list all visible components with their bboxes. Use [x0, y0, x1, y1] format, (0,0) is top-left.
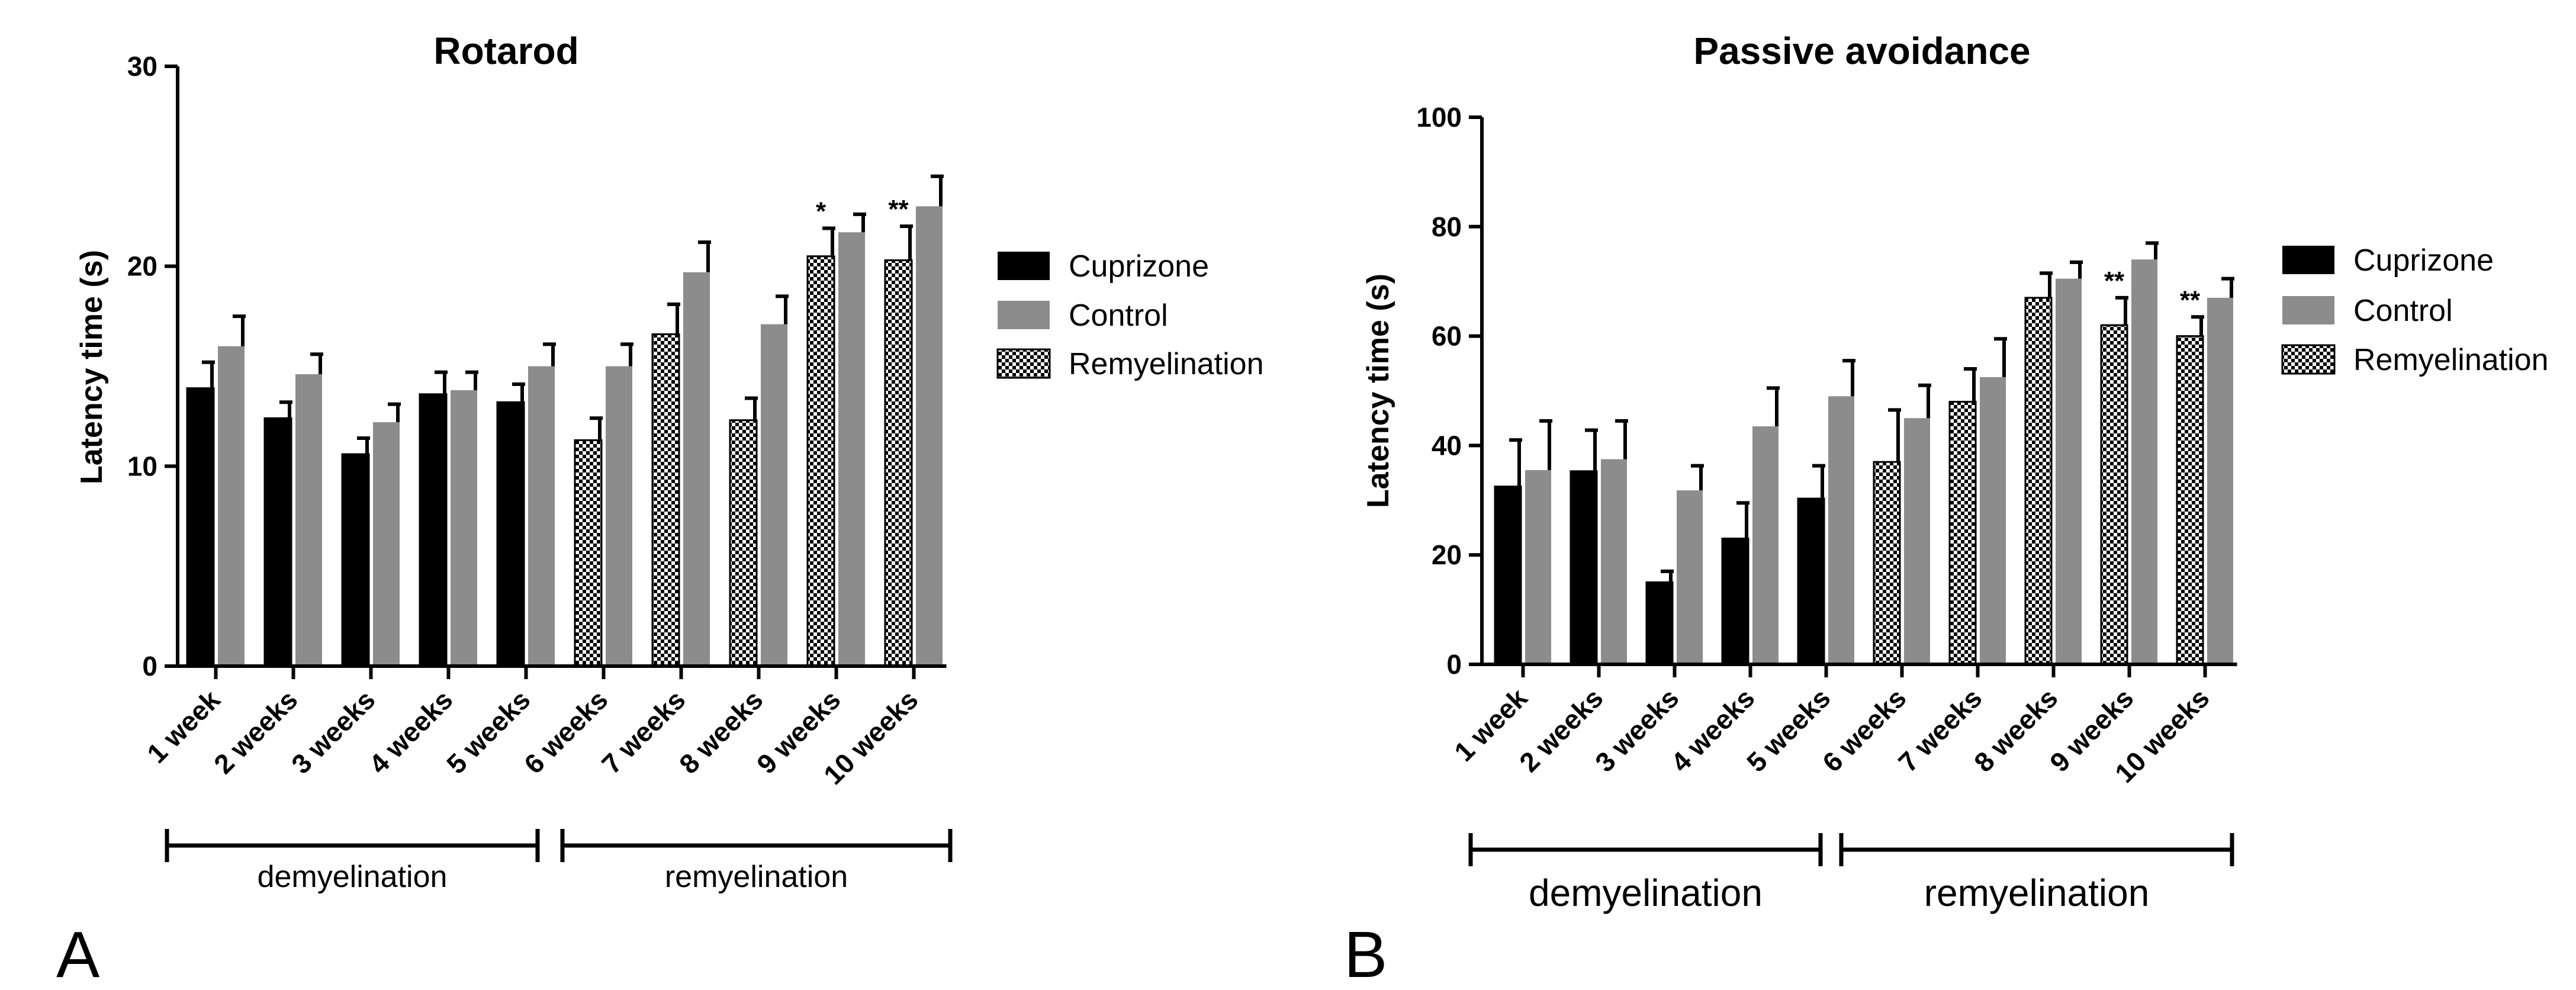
bar-control — [528, 366, 555, 666]
y-tick-label: 30 — [127, 51, 157, 82]
bar-cuprizone — [1797, 497, 1825, 666]
phase-label: demyelination — [1529, 872, 1763, 914]
panel-letter: B — [1344, 918, 1387, 990]
bar-remyelination — [651, 333, 680, 667]
significance-marker: ** — [2104, 266, 2125, 295]
bar-cuprizone — [1494, 486, 1522, 666]
phase-label: remyelination — [1924, 872, 2150, 914]
legend-swatch — [2281, 344, 2336, 375]
bar-control — [838, 232, 865, 667]
significance-marker: ** — [888, 195, 909, 224]
x-tick-label: 8 weeks — [1968, 682, 2064, 778]
x-tick-label: 5 weeks — [1741, 682, 1837, 778]
y-tick-label: 40 — [1432, 430, 1462, 461]
y-tick-label: 100 — [1416, 102, 1462, 133]
bar-remyelination — [806, 255, 835, 667]
y-tick-label: 80 — [1432, 211, 1462, 242]
bar-cuprizone — [496, 401, 525, 667]
phase-label: demyelination — [258, 860, 448, 894]
bar-cuprizone — [263, 417, 292, 667]
bar-control — [1828, 396, 1854, 664]
x-tick-label: 4 weeks — [1665, 682, 1761, 778]
bar-control — [683, 272, 710, 667]
bar-remyelination — [884, 259, 913, 667]
x-tick-label: 3 weeks — [1589, 682, 1685, 778]
y-tick-label: 20 — [127, 251, 157, 282]
x-tick-label: 2 weeks — [208, 684, 304, 780]
legend-swatch — [998, 301, 1050, 329]
y-tick-label: 20 — [1432, 539, 1462, 570]
legend-label: Control — [2353, 294, 2453, 328]
bar-control — [451, 390, 477, 666]
legend-swatch — [2282, 296, 2334, 324]
x-tick-label: 6 weeks — [518, 684, 614, 780]
bar-control — [1752, 426, 1779, 664]
legend-label: Remyelination — [2353, 343, 2549, 377]
bar-control — [2056, 278, 2082, 665]
chart-title: Passive avoidance — [1693, 30, 2030, 72]
panel-b-passive-avoidance: Passive avoidance Latency time (s) 0 20 40 60… — [1344, 30, 2549, 990]
bar-cuprizone — [1721, 537, 1750, 666]
x-tick-label: 3 weeks — [285, 684, 381, 780]
bar-control — [295, 374, 322, 666]
y-axis-label: Latency time (s) — [75, 250, 109, 484]
bar-control — [2207, 297, 2233, 664]
legend-label: Remyelination — [1069, 347, 1264, 381]
bar-control — [1601, 459, 1627, 664]
legend-swatch — [996, 348, 1051, 379]
chart-title: Rotarod — [433, 30, 578, 72]
bar-remyelination — [2100, 324, 2128, 666]
bar-remyelination — [1873, 461, 1901, 666]
bar-remyelination — [2176, 335, 2204, 666]
y-tick-label: 60 — [1432, 321, 1462, 352]
bar-control — [373, 422, 400, 666]
bar-cuprizone — [1570, 470, 1598, 666]
x-tick-label: 4 weeks — [363, 684, 459, 780]
significance-marker: * — [816, 197, 826, 226]
x-tick-label: 5 weeks — [440, 684, 536, 780]
bar-control — [1904, 418, 1930, 664]
legend-label: Cuprizone — [2353, 243, 2494, 278]
bar-cuprizone — [1645, 581, 1674, 666]
bar-control — [916, 206, 943, 666]
x-tick-label: 6 weeks — [1816, 682, 1912, 778]
x-tick-label: 8 weeks — [673, 684, 769, 780]
y-tick-label: 0 — [1446, 649, 1462, 680]
bar-remyelination — [1948, 400, 1977, 666]
legend-label: Cuprizone — [1069, 249, 1209, 284]
x-tick-label: 7 weeks — [1892, 682, 1988, 778]
bar-cuprizone — [341, 453, 370, 667]
bar-remyelination — [574, 439, 603, 667]
bar-remyelination — [729, 419, 758, 667]
bar-control — [1677, 490, 1703, 664]
significance-marker: ** — [2180, 285, 2201, 314]
legend-label: Control — [1069, 298, 1168, 333]
bar-control — [1980, 377, 2006, 664]
bar-control — [218, 346, 245, 666]
phase-label: remyelination — [665, 860, 848, 894]
panel-letter: A — [56, 918, 100, 990]
y-axis-label: Latency time (s) — [1361, 274, 1395, 508]
x-tick-label: 7 weeks — [596, 684, 692, 780]
y-tick-label: 10 — [127, 451, 157, 481]
bar-control — [2131, 259, 2157, 664]
bar-cuprizone — [419, 393, 448, 667]
bar-remyelination — [2024, 297, 2053, 666]
bar-control — [606, 366, 632, 666]
legend-swatch — [2282, 246, 2334, 274]
y-tick-label: 0 — [142, 651, 157, 682]
bar-control — [1525, 470, 1551, 664]
bar-cuprizone — [186, 387, 215, 667]
legend-swatch — [998, 252, 1050, 280]
bar-control — [761, 324, 787, 666]
x-tick-label: 2 weeks — [1513, 682, 1609, 778]
